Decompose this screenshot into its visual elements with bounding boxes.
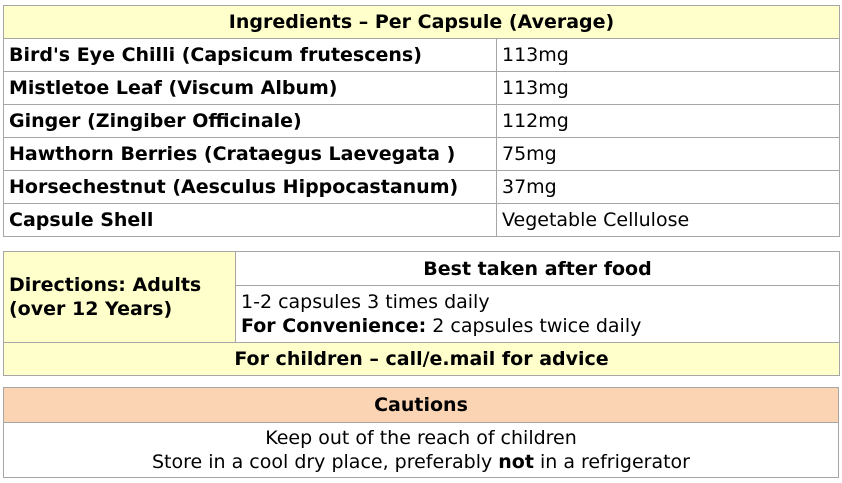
table-row: Mistletoe Leaf (Viscum Album) 113mg <box>3 71 840 105</box>
ingredient-name: Bird's Eye Chilli (Capsicum frutescens) <box>3 38 497 72</box>
ingredient-amount: 112mg <box>496 104 840 138</box>
caution-emphasis: not <box>498 451 534 473</box>
caution-line-1: Keep out of the reach of children <box>265 427 577 449</box>
ingredient-amount: 75mg <box>496 137 840 171</box>
directions-table: Directions: Adults (over 12 Years) Best … <box>3 251 840 376</box>
ingredient-name: Mistletoe Leaf (Viscum Album) <box>3 71 497 105</box>
cautions-table: Cautions Keep out of the reach of childr… <box>3 387 839 478</box>
ingredient-amount: 113mg <box>496 38 840 72</box>
ingredient-amount: 113mg <box>496 71 840 105</box>
ingredient-name: Ginger (Zingiber Officinale) <box>3 104 497 138</box>
dosage-cell: 1-2 capsules 3 times daily For Convenien… <box>235 285 840 343</box>
ingredient-name: Hawthorn Berries (Crataegus Laevegata ) <box>3 137 497 171</box>
table-row: Capsule Shell Vegetable Cellulose <box>3 203 840 237</box>
table-row: Ginger (Zingiber Officinale) 112mg <box>3 104 840 138</box>
table-row: Horsechestnut (Aesculus Hippocastanum) 3… <box>3 170 840 204</box>
caution-line-2-start: Store in a cool dry place, preferably <box>152 451 499 473</box>
cautions-title: Cautions <box>3 387 839 423</box>
convenience-text: 2 capsules twice daily <box>426 315 642 337</box>
children-advice: For children – call/e.mail for advice <box>3 342 840 376</box>
dosage-text: 1-2 capsules 3 times daily <box>241 291 490 313</box>
convenience-label: For Convenience: <box>241 315 427 337</box>
cautions-body: Keep out of the reach of children Store … <box>3 422 839 478</box>
ingredient-name: Horsechestnut (Aesculus Hippocastanum) <box>3 170 497 204</box>
best-taken-label: Best taken after food <box>235 251 840 286</box>
caution-line-2-end: in a refrigerator <box>533 451 690 473</box>
directions-label: Directions: Adults (over 12 Years) <box>3 251 236 343</box>
caution-line-2: Store in a cool dry place, preferably no… <box>9 450 833 474</box>
table-row: Hawthorn Berries (Crataegus Laevegata ) … <box>3 137 840 171</box>
table-row: Bird's Eye Chilli (Capsicum frutescens) … <box>3 38 840 72</box>
ingredient-name: Capsule Shell <box>3 203 497 237</box>
ingredient-amount: Vegetable Cellulose <box>496 203 840 237</box>
ingredient-amount: 37mg <box>496 170 840 204</box>
ingredients-title: Ingredients – Per Capsule (Average) <box>3 5 840 39</box>
convenience-line: For Convenience: 2 capsules twice daily <box>241 314 834 338</box>
ingredients-table: Ingredients – Per Capsule (Average) Bird… <box>3 5 840 237</box>
